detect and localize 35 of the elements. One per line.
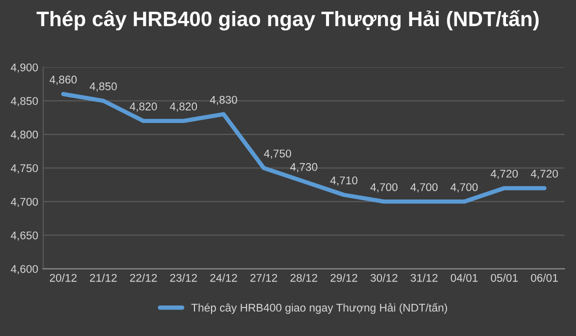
- x-tick-label: 31/12: [410, 274, 438, 282]
- y-tick-label: 4,750: [10, 164, 38, 174]
- text: 4,720: [530, 170, 558, 179]
- y-tick-label: 4,700: [10, 198, 38, 208]
- text: 4,820: [130, 102, 157, 112]
- text: 4,700: [450, 183, 478, 192]
- x-tick-label: 22/12: [130, 274, 157, 282]
- chart-title: Thép cây HRB400 giao ngay Thượng Hải (NDT/tấn): [36, 10, 539, 31]
- x-tick-label: 24/12: [210, 274, 237, 282]
- text: 4,820: [170, 102, 198, 112]
- text: 4,860: [50, 76, 77, 85]
- text: 4,850: [90, 82, 117, 92]
- x-tick-label: 27/12: [250, 274, 278, 282]
- y-tick-label: 4,650: [10, 231, 38, 241]
- x-tick-label: 30/12: [370, 274, 398, 282]
- text: 4,710: [330, 176, 358, 186]
- y-tick-label: 4,900: [10, 63, 38, 73]
- x-tick-label: 21/12: [90, 274, 117, 282]
- x-tick-label: 29/12: [330, 274, 358, 282]
- x-tick-label: 23/12: [170, 274, 197, 282]
- y-tick-label: 4,800: [10, 130, 38, 140]
- x-tick-label: 20/12: [50, 274, 77, 282]
- x-tick-label: 05/01: [490, 274, 518, 282]
- text: 4,720: [490, 170, 518, 179]
- text: 4,830: [210, 96, 238, 106]
- text: 4,700: [370, 183, 398, 192]
- y-tick-label: 4,600: [10, 265, 38, 274]
- y-tick-label: 4,850: [10, 97, 38, 106]
- text: 4,750: [264, 150, 292, 159]
- text: 4,700: [410, 183, 438, 192]
- x-tick-label: 06/01: [530, 274, 558, 282]
- x-tick-label: 04/01: [450, 274, 478, 282]
- x-tick-label: 28/12: [290, 274, 318, 282]
- legend-label: Thép cây HRB400 giao ngay Thượng Hải (NDT/tấn): [191, 302, 448, 314]
- text: 4,730: [290, 163, 318, 172]
